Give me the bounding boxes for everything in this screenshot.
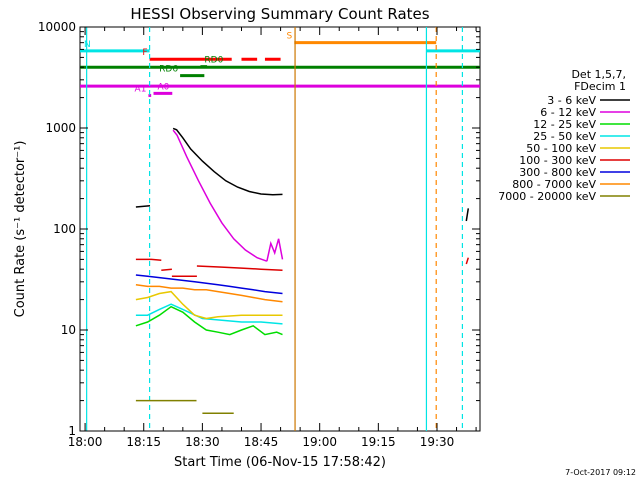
y-tick-label: 100 — [53, 222, 76, 236]
y-axis-label: Count Rate (s⁻¹ detector⁻¹) — [13, 141, 28, 318]
series-3-segment-0 — [135, 303, 283, 325]
series-7-segment-0 — [135, 284, 283, 303]
series-lines — [135, 127, 470, 414]
series-0-segment-0 — [135, 204, 151, 208]
legend-entry-label: 7000 - 20000 keV — [498, 190, 596, 203]
series-5-segment-1 — [161, 268, 172, 272]
legend-entry-label: 100 - 300 keV — [519, 154, 596, 167]
axes: 18:00 18:15 18:30 18:45 19:00 19:15 19:30 1 10 10… — [38, 20, 480, 449]
x-tick-label: 19:15 — [361, 435, 396, 449]
flag-label: RD0 — [204, 56, 223, 66]
x-tick-label: 18:15 — [126, 435, 161, 449]
x-tick-label: 19:00 — [302, 435, 337, 449]
y-tick-label: 1000 — [45, 121, 76, 135]
legend-entry-label: 3 - 6 keV — [547, 94, 596, 107]
series-2-segment-0 — [135, 305, 283, 336]
series-6-segment-0 — [135, 274, 283, 295]
series-0-segment-1 — [172, 127, 283, 196]
x-tick-label: 18:30 — [185, 435, 220, 449]
y-tick-label: 1 — [68, 424, 76, 438]
x-tick-label: 18:45 — [244, 435, 279, 449]
flag-label: N — [84, 40, 91, 50]
flag-label: A0 — [158, 82, 170, 92]
flag-label: S — [287, 32, 293, 42]
y-tick-label: 10000 — [38, 20, 76, 34]
legend-entry-label: 25 - 50 keV — [533, 130, 596, 143]
flag-label: A1 — [135, 84, 147, 94]
chart-title: HESSI Observing Summary Count Rates — [130, 5, 429, 23]
flag-bars: N F S RD6 RD0 A0 A1 — [80, 32, 480, 97]
legend-entry-label: 50 - 100 keV — [526, 142, 596, 155]
legend-entry-label: 6 - 12 keV — [540, 106, 596, 119]
series-5-segment-3 — [196, 265, 283, 272]
series-1-segment-0 — [172, 129, 268, 262]
legend-title: FDecim 1 — [574, 80, 626, 93]
legend-entry-label: 800 - 7000 keV — [512, 178, 596, 191]
footer-date: 7-Oct-2017 09:12 — [565, 468, 636, 477]
series-0-segment-2 — [465, 208, 470, 222]
flag-label: F — [142, 48, 147, 58]
flag-label: RD6 — [159, 65, 178, 75]
legend-entry-label: 12 - 25 keV — [533, 118, 596, 131]
x-tick-label: 19:30 — [420, 435, 455, 449]
legend-title: Det 1,5,7, — [571, 68, 626, 81]
series-5-segment-0 — [135, 258, 162, 262]
legend-entry-label: 300 - 800 keV — [519, 166, 596, 179]
series-5-segment-4 — [465, 257, 470, 265]
series-1-segment-1 — [266, 238, 284, 262]
y-tick-label: 10 — [61, 323, 76, 337]
x-tick-label: 18:00 — [68, 435, 103, 449]
x-axis-label: Start Time (06-Nov-15 17:58:42) — [174, 455, 386, 470]
series-4-segment-0 — [135, 290, 283, 320]
